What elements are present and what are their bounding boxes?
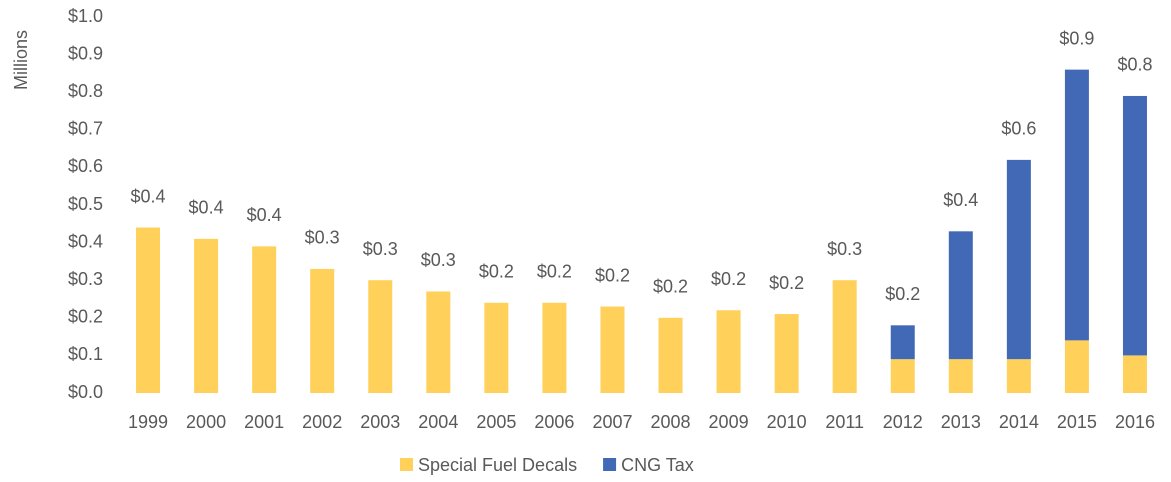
total-label: $0.2 [653,277,688,297]
bar-segment [484,302,509,393]
x-tick-label: 2007 [592,412,632,432]
bar-segment [1006,359,1031,393]
total-label: $0.2 [479,262,514,282]
bar-segment [194,238,219,393]
bar-segment [426,291,451,393]
bar-segment [542,302,567,393]
y-tick-label: $0.7 [68,119,103,139]
bar-segment [1122,355,1147,393]
bar-segment [252,246,277,393]
total-label: $0.6 [1001,119,1036,139]
y-tick-label: $0.2 [68,307,103,327]
total-label: $0.2 [711,269,746,289]
total-label: $0.3 [305,228,340,248]
x-tick-label: 1999 [128,412,168,432]
bar-segment [832,280,857,393]
y-axis-title: Millions [11,30,31,90]
x-tick-label: 2010 [767,412,807,432]
total-label: $0.4 [189,198,224,218]
bar-segment [890,359,915,393]
total-label: $0.4 [943,190,978,210]
y-tick-label: $0.8 [68,81,103,101]
bar-segment [1064,340,1089,393]
x-tick-label: 2005 [476,412,516,432]
y-tick-label: $0.1 [68,344,103,364]
x-tick-label: 2011 [825,412,864,432]
x-tick-label: 2008 [651,412,691,432]
total-label: $0.4 [131,186,166,206]
bar-segment [1122,95,1147,356]
bar-segment [368,280,393,393]
bar-segment [716,310,741,393]
total-label: $0.2 [595,265,630,285]
bar-segment [136,227,161,393]
x-tick-label: 2015 [1057,412,1097,432]
y-tick-label: $0.9 [68,43,103,63]
x-tick-label: 2014 [999,412,1039,432]
x-tick-label: 2003 [360,412,400,432]
y-tick-label: $0.5 [68,194,103,214]
total-label: $0.3 [421,250,456,270]
bar-segment [310,268,335,393]
x-tick-label: 2004 [418,412,458,432]
total-label: $0.2 [537,262,572,282]
bar-segment [948,231,973,360]
bar-segment [658,317,683,393]
bar-segment [774,314,799,393]
total-label: $0.9 [1059,28,1094,48]
legend-label: CNG Tax [621,455,694,475]
total-label: $0.4 [247,205,282,225]
y-tick-label: $0.4 [68,231,103,251]
bar-segment [948,359,973,393]
x-tick-label: 2001 [244,412,284,432]
bar-segment [890,325,915,360]
x-tick-label: 2013 [941,412,981,432]
x-tick-label: 2000 [186,412,226,432]
x-tick-label: 2016 [1115,412,1155,432]
total-label: $0.2 [769,273,804,293]
y-tick-label: $0.6 [68,156,103,176]
y-tick-label: $0.0 [68,382,103,402]
legend-label: Special Fuel Decals [418,455,577,475]
total-label: $0.3 [363,239,398,259]
total-label: $0.3 [827,239,862,259]
x-tick-label: 2009 [709,412,749,432]
bar-segment [1064,69,1089,341]
bar-segment [600,306,625,393]
x-tick-label: 2002 [302,412,342,432]
legend-swatch [603,458,617,471]
total-label: $0.8 [1117,55,1152,75]
x-tick-label: 2012 [883,412,923,432]
total-label: $0.2 [885,284,920,304]
y-tick-label: $1.0 [68,6,103,26]
bar-segment [1006,159,1031,360]
y-tick-label: $0.3 [68,269,103,289]
x-tick-label: 2006 [534,412,574,432]
legend-swatch [400,458,413,471]
